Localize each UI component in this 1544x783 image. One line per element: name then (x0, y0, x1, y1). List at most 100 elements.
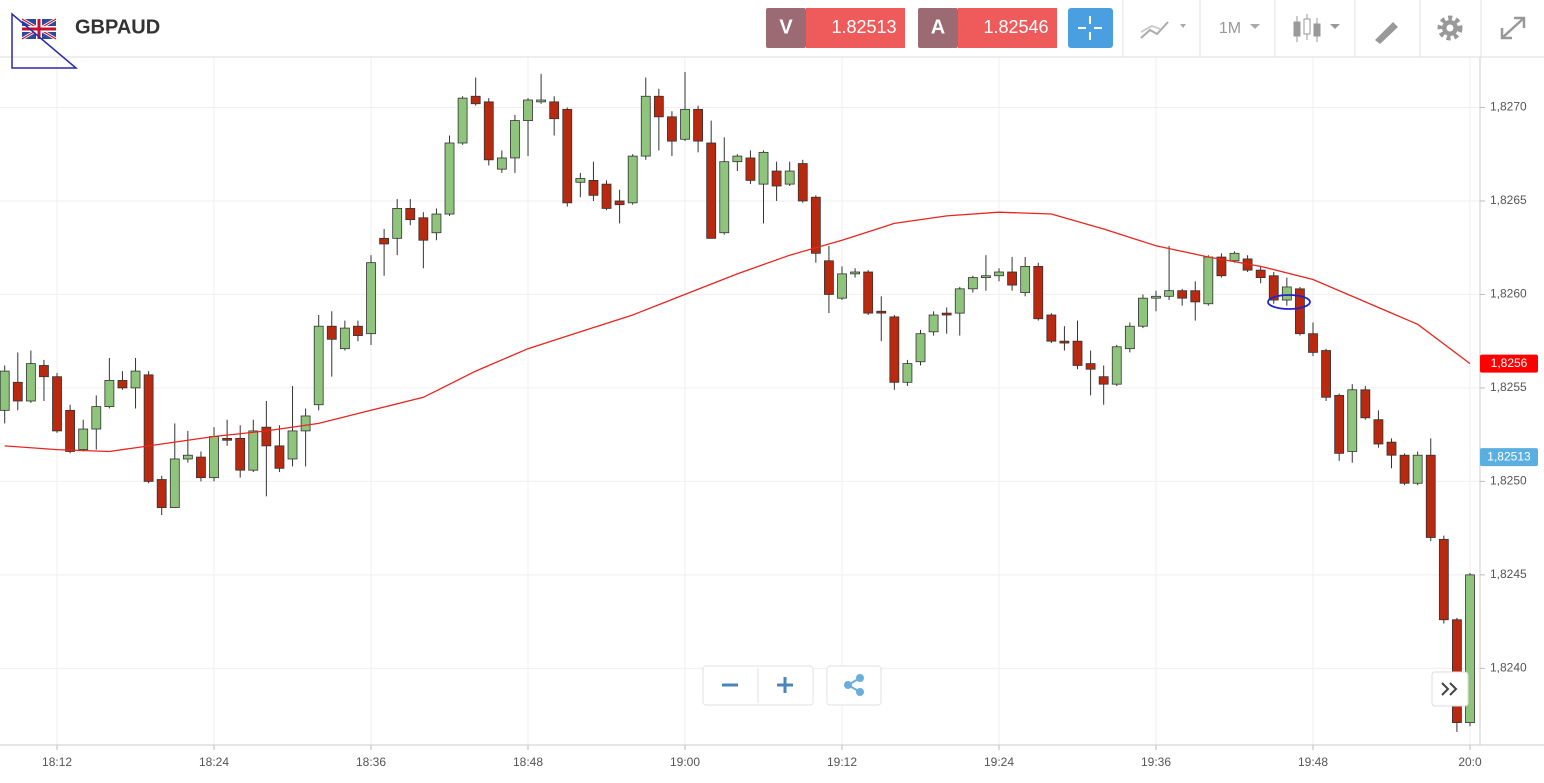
candle-body (457, 97, 468, 144)
y-tick-label: 1,8250 (1490, 474, 1527, 488)
candle-body (248, 430, 259, 471)
candle-body (326, 325, 337, 340)
candle-body (1360, 389, 1371, 419)
moving-average-line (4, 211, 1471, 453)
candle-body (182, 454, 193, 460)
candle-body (824, 260, 834, 295)
candle-body (706, 142, 717, 239)
candle-body (1203, 256, 1214, 305)
candle-body (536, 99, 547, 103)
zoom-controls (702, 665, 882, 706)
candle-body (353, 325, 363, 336)
plot-area: 1,8240 1,8245 1,8250 1,8255 1,8260 1,8265 1,82… (0, 57, 1544, 769)
candle-body (117, 380, 128, 389)
settings-button[interactable] (1437, 15, 1463, 41)
current-price-label-box (1480, 448, 1538, 467)
ellipse-drawing (1267, 294, 1311, 310)
candle-body (588, 179, 599, 196)
candle-style-button[interactable] (1293, 14, 1340, 42)
chart-type-button[interactable] (1140, 21, 1186, 39)
scroll-right-button[interactable] (1431, 671, 1469, 707)
y-tick-label: 1,8260 (1490, 287, 1527, 301)
candle-body (784, 170, 795, 185)
zoom-in-icon (777, 677, 793, 693)
candle-body (1111, 346, 1122, 385)
candle-body (994, 271, 1004, 277)
fullscreen-button[interactable] (1500, 16, 1526, 40)
candle-body (1281, 286, 1292, 301)
candle-body (1007, 271, 1017, 286)
candle-body (444, 142, 455, 215)
candle-body (941, 312, 952, 316)
candle-body (25, 363, 36, 402)
candle-body (1255, 269, 1266, 279)
drawing-tool-button[interactable] (1375, 22, 1398, 44)
toolbar-separators (1122, 0, 1482, 57)
candle-body (1438, 538, 1449, 621)
candle-body (470, 95, 481, 105)
y-tick-label: 1,8265 (1490, 193, 1527, 207)
candle-body (52, 376, 62, 432)
candle-body (1295, 288, 1305, 335)
x-tick-label: 19:36 (1141, 755, 1171, 769)
x-tick-label: 19:48 (1298, 755, 1328, 769)
candle-body (1190, 290, 1201, 303)
timeframe-button[interactable]: 1M (1219, 20, 1260, 37)
candle-body (1216, 256, 1227, 277)
candle-body (418, 217, 429, 241)
candle-body (405, 208, 416, 221)
candle-body (261, 426, 272, 447)
y-tick-label: 1,8240 (1490, 661, 1527, 675)
ask-price: 1.82546 (983, 17, 1048, 37)
candle-body (1399, 454, 1410, 484)
candle-body (719, 161, 730, 234)
candle-body (300, 415, 311, 432)
candle-body (627, 155, 638, 204)
candle-body (575, 178, 586, 183)
candle-body (1373, 419, 1384, 445)
candle-body (483, 101, 494, 161)
candle-body (981, 275, 991, 279)
candle-body (379, 237, 390, 245)
candle-body (758, 151, 769, 185)
candle-body (1452, 619, 1462, 723)
candle-body (39, 365, 49, 378)
candle-body (156, 479, 167, 508)
candle-body (876, 310, 887, 314)
candle-body (1020, 265, 1031, 293)
candle-body (1059, 340, 1070, 344)
candle-body (1412, 454, 1423, 484)
candle-body (1321, 350, 1331, 398)
candle-body (339, 327, 350, 350)
candle-body (732, 155, 743, 163)
x-tick-label: 18:36 (356, 755, 386, 769)
candle-body (1033, 265, 1044, 320)
candle-body (392, 208, 403, 239)
candle-body (1425, 454, 1436, 538)
crosshair-button[interactable] (1068, 8, 1113, 48)
candle-body (797, 163, 808, 202)
candle-body (614, 200, 625, 206)
candle-body (1138, 297, 1148, 327)
candle-body (889, 316, 900, 383)
candle-body (313, 325, 324, 406)
candle-body (549, 101, 560, 120)
candle-body (850, 271, 860, 275)
candle-body (1098, 376, 1109, 385)
candle-body (0, 370, 10, 411)
candle-body (143, 374, 154, 482)
candle-body (1386, 441, 1397, 456)
bid-button[interactable]: V 1.82513 (766, 8, 905, 48)
candle-body (496, 157, 507, 170)
y-tick-label: 1,8270 (1490, 100, 1527, 114)
candle-body (915, 333, 926, 363)
share-button[interactable] (826, 665, 882, 706)
ask-button[interactable]: A 1.82546 (918, 8, 1057, 48)
candle-body (928, 314, 939, 333)
candle-body (431, 213, 442, 234)
candle-body (863, 271, 874, 314)
candle-body (1177, 290, 1188, 299)
candle-body (12, 381, 23, 402)
